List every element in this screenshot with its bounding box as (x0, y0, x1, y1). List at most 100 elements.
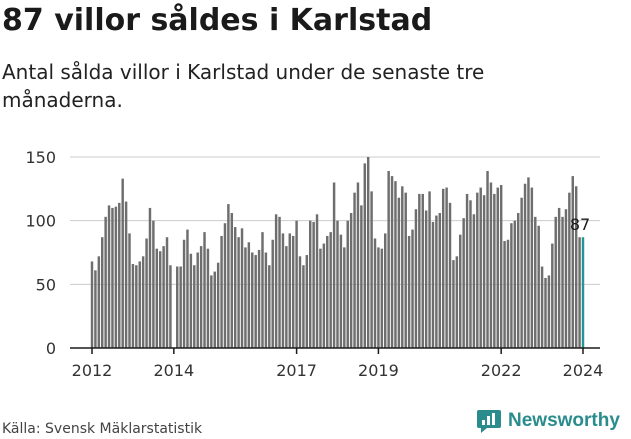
bar (261, 232, 264, 348)
bar (397, 197, 401, 348)
bar (530, 187, 534, 348)
bar (574, 186, 578, 348)
bar (455, 256, 459, 348)
bar (527, 177, 530, 348)
bar (291, 235, 295, 348)
bar (428, 191, 431, 348)
bar (237, 237, 240, 348)
bar (401, 186, 404, 348)
bar (469, 200, 472, 348)
bar (90, 261, 94, 348)
bar (141, 256, 145, 348)
bar (124, 201, 128, 348)
bar (472, 214, 476, 348)
bar (459, 234, 462, 348)
newsworthy-logo-text: Newsworthy (508, 410, 620, 431)
bar (394, 181, 397, 348)
bar (308, 220, 312, 348)
axes: 0 50 100 150 87 2012 2014 2017 2019 2022 2024 (25, 148, 603, 380)
bar (356, 182, 360, 348)
bar (152, 220, 155, 348)
bar (551, 243, 554, 348)
bar (315, 214, 319, 348)
bar (94, 270, 97, 348)
bar (557, 207, 561, 348)
bar (223, 223, 227, 348)
bar (298, 256, 302, 348)
bar-chart: 0 50 100 150 87 2012 2014 2017 2019 2022 2024 (25, 148, 603, 380)
y-tick-label: 150 (25, 148, 56, 167)
bar (544, 277, 547, 348)
bar (268, 265, 271, 348)
y-tick-label: 50 (36, 275, 56, 294)
bar (523, 183, 527, 348)
bar (274, 214, 278, 348)
bar (414, 209, 418, 348)
bar (506, 239, 510, 348)
bar (404, 192, 407, 348)
bar (271, 239, 274, 348)
bar (438, 213, 442, 348)
bar (387, 171, 390, 348)
bar (445, 187, 448, 348)
bar (121, 178, 124, 348)
newsworthy-logo-icon (477, 410, 501, 433)
bar (353, 192, 356, 348)
bar (336, 220, 339, 348)
x-tick-label: 2019 (358, 361, 399, 380)
bar (407, 235, 411, 348)
bar (206, 248, 210, 348)
bar (534, 216, 537, 348)
bar (520, 197, 523, 348)
bar (510, 223, 513, 348)
bar (131, 263, 135, 348)
x-tick-label: 2024 (563, 361, 604, 380)
bar (377, 247, 380, 348)
bar (302, 265, 305, 348)
bar (431, 221, 435, 348)
bar (145, 238, 148, 348)
bar (118, 202, 121, 348)
bar (424, 210, 428, 348)
x-tick-label: 2014 (153, 361, 194, 380)
bar (264, 252, 268, 348)
bar (182, 239, 186, 348)
bar (162, 246, 165, 348)
bar (203, 232, 206, 348)
bar (496, 187, 499, 348)
bar (101, 237, 104, 348)
bar (104, 216, 107, 348)
bar (380, 248, 384, 348)
bar (128, 233, 131, 348)
bar (169, 265, 172, 348)
bar (186, 229, 189, 348)
bar (148, 207, 152, 348)
bar (295, 220, 298, 348)
bar (111, 207, 114, 348)
bar (489, 182, 493, 348)
bar (564, 209, 568, 348)
bar (227, 204, 230, 348)
bar (257, 249, 261, 348)
bar (516, 213, 520, 348)
bar (244, 247, 247, 348)
bar (346, 220, 349, 348)
bar (349, 213, 353, 348)
bar (421, 193, 424, 348)
bar (247, 242, 251, 348)
bar (230, 213, 234, 348)
bar (571, 176, 574, 348)
bar (568, 192, 571, 348)
bar (312, 221, 315, 348)
bar (482, 195, 486, 348)
y-tick-label: 0 (46, 339, 56, 358)
bar (503, 241, 506, 348)
bar (329, 232, 332, 348)
bar (196, 252, 199, 348)
chart-title: 87 villor såldes i Karlstad (2, 3, 433, 38)
bar (561, 216, 564, 348)
bar (476, 192, 479, 348)
bar (366, 157, 370, 348)
bar (418, 193, 421, 348)
bar (278, 216, 281, 348)
